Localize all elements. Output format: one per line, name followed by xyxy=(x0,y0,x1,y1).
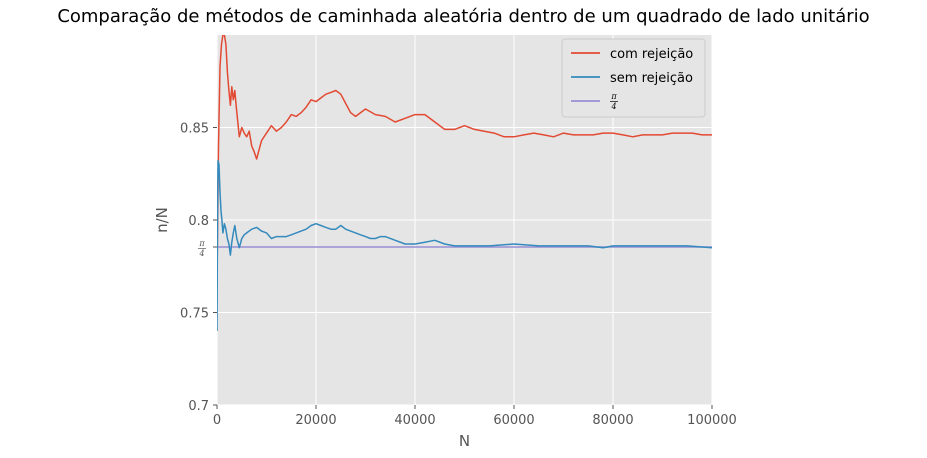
axis-ticks: 0 20000 40000 60000 80000 100000 0.7 0.75 0.8 0.8… xyxy=(180,122,737,429)
series-layer xyxy=(217,35,712,332)
legend: com rejeição sem rejeição π4 xyxy=(561,38,706,118)
x-tick-label: 80000 xyxy=(592,413,633,428)
y-tick-label: 0.8 xyxy=(188,214,209,229)
legend-label-pi-denominator: 4 xyxy=(610,102,616,111)
x-tick-label: 40000 xyxy=(394,413,435,428)
y-tick-label: 0.7 xyxy=(188,399,209,414)
y-tick-label: 0.75 xyxy=(180,307,209,322)
legend-label: com rejeição xyxy=(610,47,693,62)
legend-label-pi-numerator: π xyxy=(610,92,617,101)
y-axis-label: n/N xyxy=(153,207,171,233)
series-line-1 xyxy=(217,160,712,332)
x-tick-label: 100000 xyxy=(687,413,737,428)
x-tick-label: 20000 xyxy=(295,413,336,428)
y-tick-label: 0.85 xyxy=(180,122,209,137)
x-axis-label: N xyxy=(459,432,470,450)
legend-label: sem rejeição xyxy=(610,71,693,86)
legend-box xyxy=(561,38,706,118)
y-tick-label-pi-denominator: 4 xyxy=(198,249,204,258)
x-tick-label: 0 xyxy=(213,413,221,428)
series-line-0 xyxy=(217,35,712,283)
y-tick-label-pi-numerator: π xyxy=(198,239,205,248)
chart-title: Comparação de métodos de caminhada aleat… xyxy=(57,6,870,27)
x-tick-label: 60000 xyxy=(493,413,534,428)
